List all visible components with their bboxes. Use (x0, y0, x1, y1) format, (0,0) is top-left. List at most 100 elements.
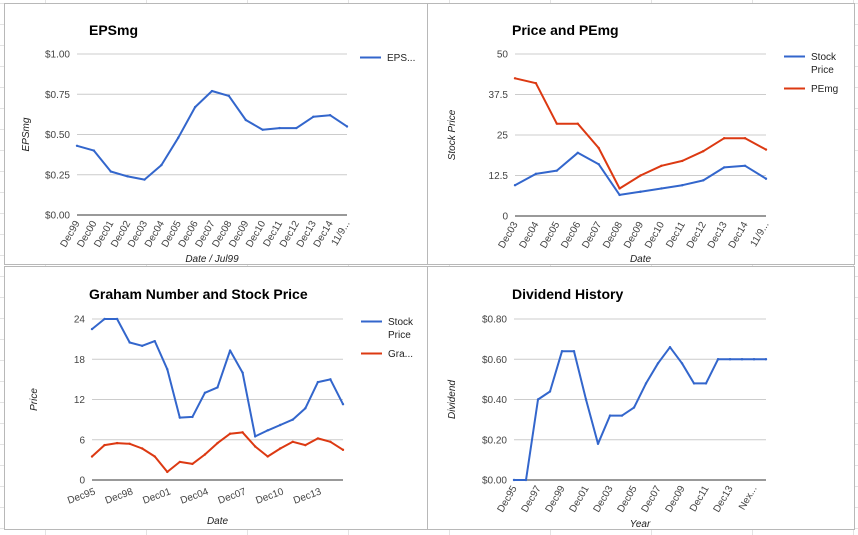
chart-1-data-point (660, 187, 663, 190)
chart-1-xtick-label: Dec14 (727, 220, 751, 251)
chart-1-data-point (743, 137, 747, 140)
chart-2-data-point (329, 440, 332, 443)
chart-2-data-point (341, 448, 345, 452)
chart-0-ytick-label: $0.50 (45, 130, 70, 141)
chart-2-ytick-label: 0 (79, 476, 85, 487)
chart-2-data-point (316, 380, 320, 384)
chart-1-data-point (618, 193, 621, 197)
chart-1-data-point (722, 166, 726, 169)
chart-0-data-point (126, 175, 129, 178)
chart-2-data-point (316, 437, 320, 440)
chart-2-data-point (128, 341, 131, 344)
chart-3-data-point (632, 406, 636, 409)
chart-2-legend-label: Price (388, 330, 411, 341)
chart-3-ytick-label: $0.40 (482, 395, 507, 406)
chart-2-series-line-0 (91, 318, 344, 438)
chart-3-data-point (668, 345, 672, 349)
chart-1-data-point (555, 122, 559, 125)
chart-2-title: Graham Number and Stock Price (89, 286, 308, 302)
chart-0-data-point (295, 126, 298, 130)
chart-1-data-point (513, 77, 517, 80)
chart-3-ytick-label: $0.80 (482, 315, 507, 326)
chart-2-data-point (191, 462, 194, 466)
chart-0-ylabel: EPSmg (21, 117, 32, 151)
chart-1-legend-label: Stock (811, 52, 837, 63)
chart-2-data-point (266, 455, 269, 458)
chart-2-data-point (241, 371, 244, 374)
chart-3-xtick-label: Dec03 (592, 484, 616, 515)
chart-2-data-point (191, 415, 194, 419)
chart-3-ytick-label: $0.60 (482, 355, 507, 366)
chart-2-xtick-label: Dec13 (292, 486, 323, 506)
chart-2-data-point (178, 416, 182, 419)
chart-0-data-point (109, 170, 112, 173)
chart-0-data-point (278, 126, 281, 130)
chart-1-data-point (555, 169, 559, 172)
chart-2-data-point (103, 317, 106, 321)
chart-2-data-point (266, 429, 269, 432)
chart-3-data-point (740, 358, 744, 361)
chart-1-data-point (597, 162, 600, 166)
chart-0-data-point (210, 89, 214, 93)
chart-2-data-point (279, 447, 282, 450)
chart-2-data-point (141, 344, 144, 348)
chart-1-title: Price and PEmg (512, 22, 619, 38)
chart-1-data-point (597, 146, 600, 150)
chart-1-xtick-label: 11/9... (749, 220, 772, 249)
chart-0-data-point (345, 125, 349, 128)
chart-1-series-line-0 (514, 151, 767, 196)
chart-0-data-point (328, 113, 332, 117)
chart-3-data-point (524, 478, 528, 482)
chart-2-xtick-label: Dec95 (66, 486, 97, 506)
chart-0-data-point (92, 149, 96, 152)
chart-2-data-point (329, 378, 332, 381)
chart-1-data-point (660, 164, 663, 167)
chart-2-data-point (153, 339, 156, 343)
graham-number-chart-panel: Graham Number and Stock Price 0 6 12 18 24 Dec… (4, 266, 428, 530)
chart-2-data-point (228, 349, 232, 352)
chart-3-xtick-label: Dec01 (568, 484, 592, 515)
chart-1-legend-label: Price (811, 65, 834, 76)
chart-3-data-point (728, 358, 732, 361)
chart-3-xtick-label: Dec09 (664, 484, 688, 515)
chart-0-legend-label: EPS... (387, 53, 415, 64)
chart-1-ytick-label: 25 (497, 131, 509, 142)
chart-3-xtick-label: Nex... (737, 484, 760, 512)
chart-2-xtick-label: Dec98 (104, 486, 135, 506)
chart-1-data-point (618, 187, 621, 190)
chart-3-data-point (536, 398, 540, 401)
epsmg-chart-panel: EPSmg $0.00 $0.25 $0.50 $0.75 $1.00 Dec99 Dec00… (4, 3, 428, 265)
chart-0-ytick-label: $1.00 (45, 50, 70, 61)
chart-2-data-point (115, 317, 119, 321)
chart-1-ytick-label: 50 (497, 50, 509, 61)
chart-2-xtick-label: Dec10 (254, 486, 285, 506)
chart-1-ytick-label: 37.5 (489, 90, 509, 101)
chart-1-ylabel: Stock Price (447, 109, 458, 160)
chart-0-title: EPSmg (89, 22, 138, 38)
chart-1-data-point (639, 190, 642, 193)
chart-2-data-point (153, 455, 156, 458)
chart-2-data-point (304, 443, 307, 447)
chart-2-data-point (253, 445, 257, 448)
chart-1-data-point (534, 81, 538, 85)
chart-3-data-point (692, 382, 696, 385)
chart-0-data-point (177, 136, 180, 139)
chart-2-data-point (203, 453, 207, 456)
chart-3-data-point (512, 478, 516, 482)
chart-3-data-point (656, 362, 660, 365)
chart-3-xtick-label: Dec05 (616, 484, 640, 515)
chart-2-data-point (253, 435, 257, 438)
chart-2-data-point (304, 407, 307, 410)
chart-2-ytick-label: 18 (74, 355, 86, 366)
chart-1-data-point (764, 177, 768, 180)
chart-0-data-point (261, 128, 264, 131)
chart-2-data-point (241, 431, 244, 434)
chart-1-data-point (702, 179, 705, 182)
chart-2-data-point (141, 447, 144, 450)
chart-2-ytick-label: 6 (79, 435, 85, 446)
chart-2-xlabel: Date (207, 516, 229, 527)
chart-0-data-point (75, 144, 79, 147)
chart-1-data-point (681, 159, 684, 163)
chart-0-ytick-label: $0.00 (45, 211, 70, 222)
chart-1-data-point (534, 172, 538, 176)
